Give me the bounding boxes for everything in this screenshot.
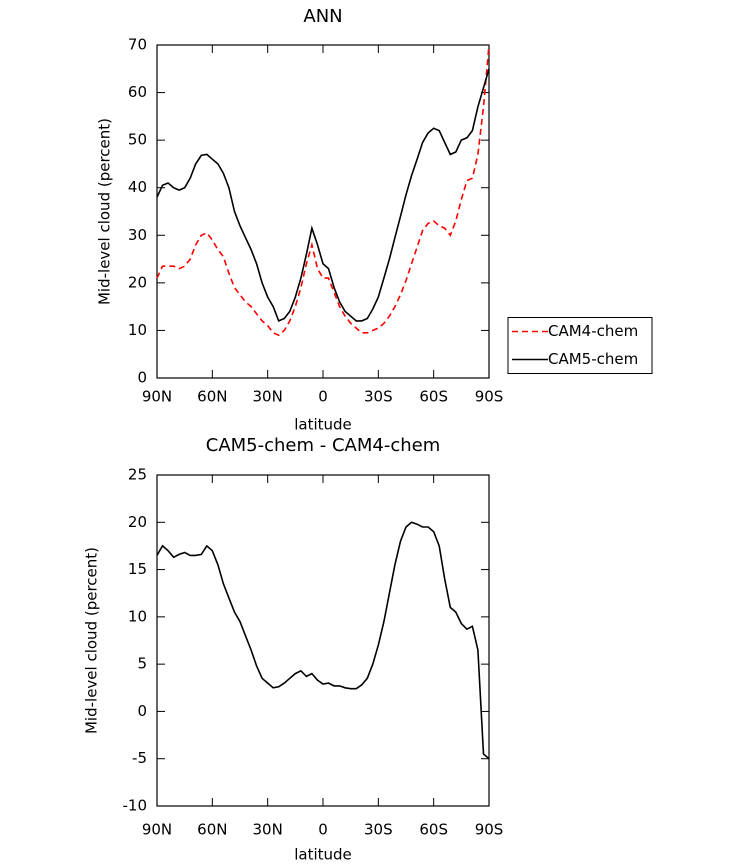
x-tick-label: 60N: [197, 821, 227, 839]
y-tick-label: -10: [123, 797, 148, 815]
y-tick-label: 40: [128, 178, 147, 196]
y-tick-label: 20: [128, 513, 147, 531]
y-tick-label: 5: [137, 655, 147, 673]
x-tick-label: 90S: [475, 821, 504, 839]
y-tick-label: 70: [128, 36, 147, 54]
legend-label: CAM5-chem: [548, 350, 638, 368]
y-axis-label: Mid-level cloud (percent): [83, 547, 101, 734]
y-tick-label: 30: [128, 226, 147, 244]
plot-frame: [156, 474, 490, 807]
data-line: [156, 44, 490, 337]
y-tick-label: 25: [128, 466, 147, 484]
x-tick-label: 30N: [253, 388, 283, 406]
y-tick-label: 10: [128, 607, 147, 625]
data-line: [156, 521, 490, 760]
x-tick-label: 30S: [364, 821, 393, 839]
y-tick-label: 15: [128, 560, 147, 578]
x-tick-label: 90N: [142, 821, 172, 839]
x-tick-label: 0: [318, 388, 328, 406]
y-tick-label: 0: [137, 702, 147, 720]
chart-title: ANN: [303, 6, 342, 27]
y-tick-label: 60: [128, 83, 147, 101]
legend-box: [507, 317, 653, 374]
chart-title: CAM5-chem - CAM4-chem: [206, 435, 440, 456]
plot-frame: [156, 44, 490, 379]
x-tick-label: 60S: [419, 388, 448, 406]
y-tick-label: 10: [128, 321, 147, 339]
x-axis-label: latitude: [294, 416, 352, 434]
x-tick-label: 30S: [364, 388, 393, 406]
y-tick-label: 20: [128, 273, 147, 291]
legend-label: CAM4-chem: [548, 322, 638, 340]
x-tick-label: 60N: [197, 388, 227, 406]
y-tick-label: -5: [132, 749, 147, 767]
data-line: [156, 68, 490, 322]
y-tick-label: 0: [137, 369, 147, 387]
x-tick-label: 0: [318, 821, 328, 839]
y-axis-label: Mid-level cloud (percent): [96, 118, 114, 305]
x-tick-label: 90N: [142, 388, 172, 406]
x-tick-label: 30N: [253, 821, 283, 839]
x-tick-label: 60S: [419, 821, 448, 839]
x-axis-label: latitude: [294, 846, 352, 864]
y-tick-label: 50: [128, 131, 147, 149]
x-tick-label: 90S: [475, 388, 504, 406]
